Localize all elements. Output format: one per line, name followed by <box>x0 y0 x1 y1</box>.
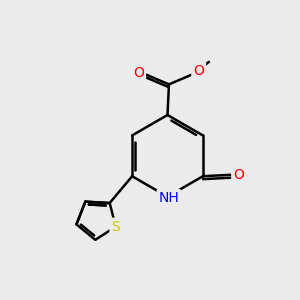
Text: O: O <box>193 64 204 78</box>
Text: S: S <box>112 220 120 234</box>
Text: NH: NH <box>159 191 179 205</box>
Text: O: O <box>233 168 244 182</box>
Text: O: O <box>133 66 144 80</box>
